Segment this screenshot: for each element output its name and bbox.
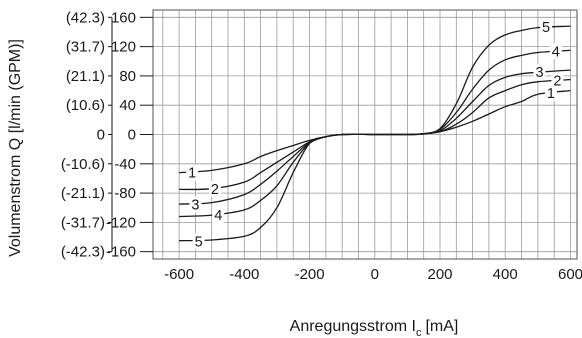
series-2-label: 2	[553, 73, 561, 89]
y-secondary-tick-label: (-21.1)	[61, 185, 105, 202]
x-tick-label: 600	[558, 266, 582, 283]
y-tick-label: -40	[114, 156, 136, 173]
y-secondary-tick-label: (10.6)	[66, 97, 105, 114]
series-3-label-bg	[533, 64, 546, 81]
y-tick-label: 160	[111, 9, 136, 26]
series-4-label-bg	[212, 207, 225, 224]
series-5-label: 5	[195, 234, 203, 250]
x-axis-title: Anregungsstrom Ic [mA]	[290, 318, 459, 338]
y-secondary-tick-label: 0	[97, 127, 105, 144]
y-secondary-tick-label: (-10.6)	[61, 156, 105, 173]
y-secondary-tick-label: (42.3)	[66, 9, 105, 26]
series-3-label: 3	[535, 65, 543, 81]
y-tick-label: 120	[111, 39, 136, 56]
y-secondary-tick-label: (-31.7)	[61, 214, 105, 231]
series-2-label-bg	[551, 72, 564, 89]
x-tick-label: -600	[164, 266, 194, 283]
y-secondary-tick-label: (-42.3)	[61, 244, 105, 261]
series-2-label: 2	[211, 182, 219, 198]
plot-frame	[108, 9, 578, 260]
y-tick-label: 80	[119, 68, 136, 85]
x-tick-label: -200	[295, 266, 325, 283]
x-tick-label: -400	[229, 266, 259, 283]
x-tick-label: 0	[371, 266, 379, 283]
y-tick-label: -160	[106, 244, 136, 261]
y-tick-label: 0	[128, 127, 136, 144]
x-tick-label: 200	[427, 266, 452, 283]
series-4-label-bg	[549, 43, 562, 60]
y-secondary-tick-label: (31.7)	[66, 39, 105, 56]
series-5-line	[179, 25, 571, 242]
series-1-label: 1	[547, 86, 555, 102]
y-tick-label: -80	[114, 185, 136, 202]
y-tick-label: 40	[119, 97, 136, 114]
series-5-label: 5	[542, 20, 550, 36]
series-1-label-bg	[544, 84, 557, 101]
series-3-label-bg	[189, 196, 202, 213]
y-axis-title: Volumenstrom Q [l/min (GPM)]	[7, 39, 24, 257]
series-4-label: 4	[552, 44, 560, 60]
series-4-label: 4	[214, 208, 222, 224]
series-1-label-bg	[186, 164, 199, 181]
series-5-label-bg	[540, 19, 553, 36]
series-1-label: 1	[188, 166, 196, 182]
x-tick-label: 400	[493, 266, 518, 283]
y-secondary-tick-label: (21.1)	[66, 68, 105, 85]
tick-labels: -600 -400 -200 0 200 400 60016012080400-40-80-…	[61, 9, 582, 283]
series-5-label-bg	[192, 233, 205, 250]
series-2-label-bg	[208, 181, 221, 198]
y-tick-label: -120	[106, 214, 136, 231]
series-3-label: 3	[191, 197, 199, 213]
